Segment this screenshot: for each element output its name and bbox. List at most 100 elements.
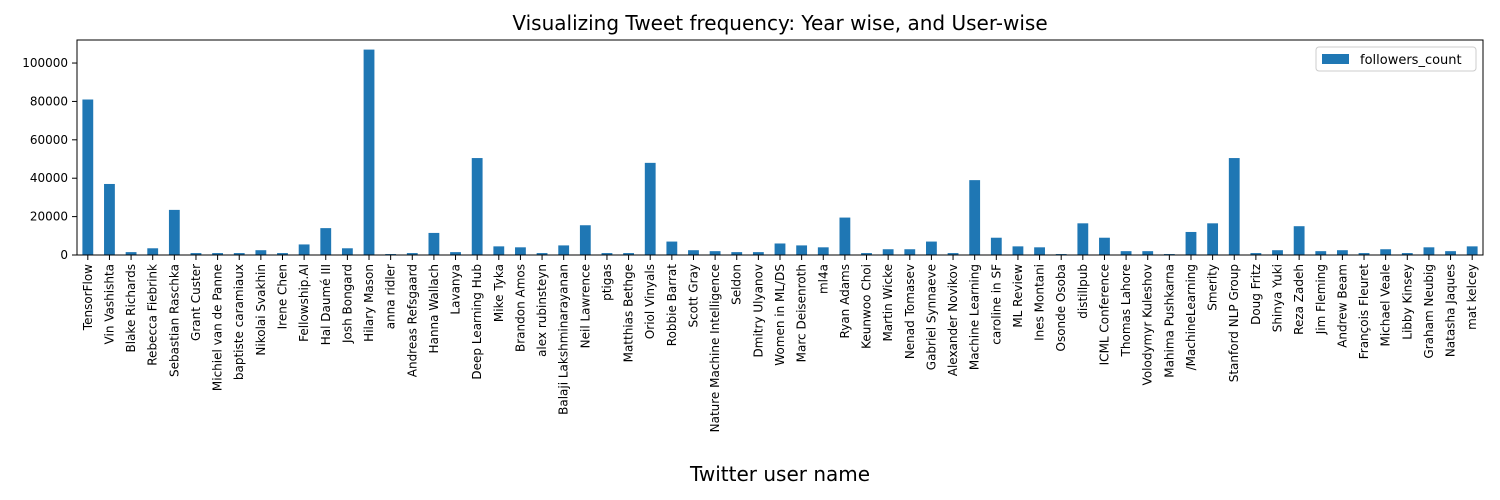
x-tick-label: Machine Learning: [968, 264, 982, 370]
bar: [904, 249, 916, 255]
x-tick-label: baptiste caramiaux: [232, 264, 246, 380]
bar: [298, 244, 310, 255]
x-tick-label: Marc Deisenroth: [795, 264, 809, 362]
bar: [839, 217, 851, 255]
x-tick-label: ML Review: [1011, 264, 1025, 328]
bar: [1401, 253, 1413, 255]
x-tick-label: Osonde Osoba: [1054, 264, 1068, 351]
x-tick-label: Scott Gray: [686, 264, 700, 327]
bar: [688, 250, 699, 255]
bar: [1120, 251, 1132, 255]
bar: [341, 248, 353, 255]
chart-title: Visualizing Tweet frequency: Year wise, …: [512, 11, 1047, 35]
bar: [644, 162, 656, 255]
bar: [926, 241, 937, 255]
x-tick-label: alex rubinsteyn: [535, 264, 549, 357]
x-tick-label: ml4a: [816, 264, 830, 294]
bar: [1012, 246, 1024, 255]
x-tick-label: Brandon Amos: [513, 264, 527, 352]
bar: [320, 228, 332, 255]
bar: [752, 252, 764, 255]
y-axis: 0 20000 40000 60000 80000 100000: [22, 56, 77, 262]
bar: [493, 246, 505, 255]
legend-label: followers_count: [1360, 53, 1462, 68]
bar: [1380, 249, 1392, 255]
x-tick-label: Volodymyr Kuleshov: [1141, 264, 1155, 385]
x-tick-label: Stanford NLP Group: [1227, 264, 1241, 382]
bar: [1358, 253, 1370, 255]
bar: [168, 209, 180, 255]
bar: [1034, 247, 1045, 255]
x-tick-label: Libby Kinsey: [1400, 264, 1414, 340]
x-tick-label: Dmitry Ulyanov: [751, 264, 765, 357]
x-tick-label: Nenad Tomasev: [903, 264, 917, 359]
bar: [255, 250, 267, 255]
bar: [579, 225, 591, 255]
bar: [536, 253, 548, 255]
legend-swatch: [1322, 54, 1349, 64]
bar: [1142, 251, 1154, 255]
bar: [1445, 251, 1456, 255]
x-tick-label: Graham Neubig: [1422, 264, 1436, 359]
bar: [82, 99, 94, 255]
bar: [1272, 250, 1283, 255]
bar: [558, 245, 570, 255]
x-tick-label: Ines Montani: [1033, 264, 1047, 341]
bar: [104, 183, 115, 255]
x-tick-label: Keunwoo Choi: [860, 264, 874, 349]
bar: [1207, 223, 1219, 255]
bars-group: [82, 49, 1478, 256]
x-axis-title: Twitter user name: [689, 462, 870, 486]
x-tick-label: Jim Fleming: [1314, 264, 1328, 335]
bar: [233, 253, 245, 255]
x-tick-label: Hilary Mason: [362, 264, 376, 342]
x-tick-label: Gabriel Synnaeve: [924, 264, 938, 370]
x-tick-label: Michiel van de Panne: [211, 264, 225, 391]
x-tick-label: Deep Learning Hub: [470, 264, 484, 380]
legend: followers_count: [1315, 46, 1477, 72]
x-tick-label: Seldon: [730, 264, 744, 305]
bar: [709, 251, 721, 255]
x-tick-label: François Fleuret: [1357, 264, 1371, 360]
x-tick-label: Michael Veale: [1379, 264, 1393, 347]
x-tick-label: Andrew Beam: [1335, 264, 1349, 348]
x-tick-label: Sebastian Raschka: [167, 264, 181, 377]
bar: [450, 252, 461, 255]
bar: [515, 247, 526, 255]
bar: [947, 253, 959, 255]
x-tick-label: Alexander Novikov: [946, 264, 960, 376]
bar: [1099, 237, 1110, 255]
bar: [796, 245, 808, 255]
x-tick-label: Nature Machine Intelligence: [708, 264, 722, 432]
bar: [1077, 223, 1089, 255]
bar: [623, 253, 634, 255]
bar: [731, 252, 743, 255]
bar: [1185, 231, 1197, 255]
x-tick-label: Thomas Lahore: [1119, 264, 1133, 357]
x-tick-label: Vin Vashishta: [102, 264, 116, 344]
x-tick-label: Women in ML/DS: [773, 264, 787, 366]
x-axis: TensorFlow Vin Vashishta Blake Richards Reb…: [81, 255, 1479, 432]
x-tick-label: Mahima Pushkarna: [1162, 264, 1176, 378]
x-tick-label: Rebecca Fiebrink: [146, 264, 160, 366]
bar: [817, 247, 829, 255]
bar: [147, 248, 159, 255]
x-tick-label: Blake Richards: [124, 264, 138, 352]
x-tick-label: Martin Wicke: [881, 264, 895, 342]
bar: [882, 249, 894, 255]
x-tick-label: Irene Chen: [275, 264, 289, 329]
bar: [1336, 250, 1348, 255]
legend-frame: [1315, 46, 1477, 72]
bar: [969, 180, 981, 255]
bar: [190, 253, 202, 255]
bar: [212, 253, 224, 255]
x-tick-label: Hal Daumé III: [319, 264, 333, 345]
x-tick-label: Matthias Bethge: [622, 264, 636, 362]
x-tick-label: Neil Lawrence: [578, 264, 592, 348]
bar: [601, 253, 613, 255]
x-tick-label: /MachineLearning: [1184, 264, 1198, 370]
y-tick-label: 40000: [30, 171, 68, 185]
bar: [666, 241, 678, 255]
